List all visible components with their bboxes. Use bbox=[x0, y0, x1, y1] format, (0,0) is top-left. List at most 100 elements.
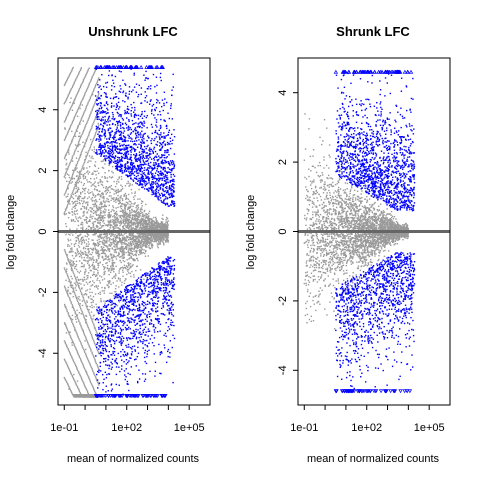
data-point bbox=[97, 264, 100, 267]
data-point bbox=[78, 158, 80, 160]
data-point bbox=[75, 253, 77, 255]
data-point bbox=[103, 229, 105, 231]
data-point bbox=[67, 258, 69, 261]
data-point bbox=[135, 214, 137, 216]
data-point bbox=[131, 214, 134, 216]
data-point bbox=[153, 139, 155, 142]
data-point bbox=[89, 81, 91, 83]
data-point bbox=[135, 251, 138, 254]
data-point bbox=[122, 100, 124, 102]
data-point bbox=[135, 254, 137, 257]
data-point bbox=[111, 234, 114, 236]
data-point bbox=[91, 183, 94, 186]
data-point bbox=[117, 296, 119, 299]
data-point bbox=[172, 186, 174, 188]
data-point bbox=[70, 372, 72, 374]
data-point bbox=[90, 111, 92, 113]
data-point bbox=[135, 226, 138, 229]
data-point bbox=[81, 115, 84, 117]
data-point bbox=[75, 240, 77, 242]
data-point bbox=[64, 305, 66, 307]
data-point bbox=[154, 108, 156, 111]
data-point bbox=[140, 239, 143, 242]
data-point bbox=[91, 140, 94, 143]
data-point bbox=[145, 229, 148, 231]
data-point bbox=[121, 250, 123, 252]
data-point bbox=[94, 210, 96, 213]
data-point bbox=[67, 148, 70, 150]
data-point bbox=[119, 280, 121, 282]
data-point bbox=[109, 216, 111, 218]
data-point bbox=[146, 315, 148, 317]
data-point bbox=[100, 201, 102, 204]
data-point bbox=[98, 116, 100, 118]
data-point bbox=[108, 260, 111, 263]
data-point bbox=[119, 250, 122, 252]
data-point bbox=[94, 69, 96, 71]
data-point bbox=[103, 300, 105, 302]
data-point bbox=[111, 136, 114, 139]
data-point bbox=[167, 241, 169, 243]
data-point bbox=[102, 149, 104, 152]
data-point bbox=[88, 267, 90, 269]
data-point bbox=[77, 235, 80, 237]
data-point bbox=[110, 233, 113, 235]
data-point bbox=[78, 260, 81, 262]
data-point bbox=[77, 198, 79, 200]
data-point bbox=[82, 164, 84, 167]
data-point bbox=[155, 216, 157, 219]
data-point bbox=[128, 258, 130, 260]
data-point bbox=[148, 233, 151, 236]
data-point bbox=[106, 240, 108, 242]
data-point bbox=[83, 316, 85, 318]
data-point bbox=[76, 110, 79, 112]
data-point bbox=[133, 331, 136, 333]
data-point bbox=[148, 221, 150, 223]
data-point bbox=[115, 120, 118, 123]
data-point bbox=[112, 219, 114, 221]
data-point bbox=[165, 182, 167, 185]
data-point bbox=[157, 234, 159, 237]
data-point bbox=[92, 90, 94, 93]
data-point bbox=[77, 352, 79, 354]
data-point bbox=[75, 129, 78, 131]
data-point bbox=[70, 355, 73, 358]
data-point bbox=[69, 234, 71, 236]
data-point bbox=[139, 237, 141, 239]
data-point bbox=[68, 145, 71, 147]
data-point bbox=[108, 267, 110, 270]
data-point bbox=[162, 232, 164, 235]
data-point bbox=[172, 191, 174, 193]
data-point bbox=[114, 216, 117, 218]
data-point bbox=[152, 310, 154, 312]
data-point bbox=[72, 172, 74, 174]
data-point bbox=[100, 234, 103, 236]
data-point bbox=[78, 312, 81, 314]
data-point bbox=[95, 211, 98, 213]
data-point bbox=[70, 250, 73, 253]
data-point bbox=[131, 270, 133, 273]
data-point bbox=[82, 215, 84, 217]
data-point bbox=[115, 219, 117, 221]
data-point bbox=[83, 256, 85, 259]
data-point bbox=[88, 264, 91, 266]
data-point bbox=[65, 164, 67, 166]
data-point bbox=[87, 119, 89, 122]
data-point bbox=[125, 222, 127, 224]
data-point bbox=[166, 238, 168, 240]
data-point bbox=[155, 222, 157, 224]
data-point bbox=[86, 245, 88, 247]
data-point bbox=[65, 168, 67, 170]
data-point bbox=[143, 225, 145, 228]
data-point bbox=[112, 339, 115, 342]
data-point bbox=[141, 153, 143, 155]
data-point bbox=[120, 223, 122, 225]
data-point bbox=[123, 228, 126, 230]
data-point bbox=[151, 222, 154, 225]
data-point bbox=[148, 153, 151, 155]
data-point bbox=[84, 319, 87, 321]
data-point bbox=[126, 289, 128, 291]
data-point bbox=[78, 180, 81, 183]
data-point bbox=[79, 175, 81, 178]
data-point bbox=[122, 259, 124, 262]
